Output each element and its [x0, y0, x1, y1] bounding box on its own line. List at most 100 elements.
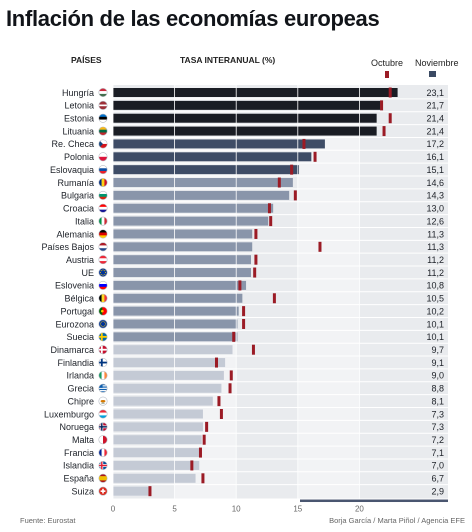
country-label: Suecia — [66, 332, 94, 342]
country-label: Croacia — [63, 204, 94, 214]
value-label: 12,6 — [426, 216, 444, 226]
rate-column-header: TASA INTERANUAL (%) — [180, 55, 276, 65]
country-label: España — [63, 474, 94, 484]
country-label: UE — [81, 268, 94, 278]
value-label: 21,4 — [426, 126, 444, 136]
norway-flag — [98, 422, 108, 432]
october-marker — [201, 473, 205, 484]
country-label: Grecia — [67, 384, 94, 394]
country-label: Austria — [66, 255, 94, 265]
spain-flag — [98, 473, 108, 483]
country-label: Francia — [64, 448, 94, 458]
october-marker — [232, 331, 236, 342]
october-marker — [380, 100, 384, 111]
october-marker — [228, 383, 232, 394]
country-label: Eslovenia — [55, 281, 94, 291]
value-label: 10,1 — [426, 332, 444, 342]
value-label: 23,1 — [426, 88, 444, 98]
ireland-flag — [98, 370, 108, 380]
value-label: 13,0 — [426, 204, 444, 214]
november-bar — [113, 435, 202, 445]
november-bar — [113, 126, 377, 136]
october-marker — [388, 87, 392, 98]
poland-flag — [98, 152, 108, 162]
country-label: Lituania — [62, 126, 94, 136]
country-label: Letonia — [64, 101, 94, 111]
germany-flag — [98, 229, 108, 239]
november-bar — [113, 152, 312, 162]
value-label: 9,1 — [431, 358, 444, 368]
october-marker — [217, 396, 221, 407]
hungary-flag — [98, 88, 108, 98]
iceland-flag — [98, 460, 108, 470]
value-label: 10,1 — [426, 319, 444, 329]
credits-note: Borja García / Marta Piñol / Agencia EFE — [329, 516, 465, 525]
eu-flag — [98, 268, 108, 278]
slovenia-flag — [98, 280, 108, 290]
italy-flag — [98, 216, 108, 226]
november-bar — [113, 345, 233, 355]
october-marker — [253, 267, 257, 278]
country-label: Eslovaquia — [50, 165, 94, 175]
october-marker — [242, 318, 246, 329]
october-marker — [202, 434, 206, 445]
value-label: 16,1 — [426, 152, 444, 162]
value-label: 14,6 — [426, 178, 444, 188]
greece-flag — [98, 383, 108, 393]
october-marker — [254, 228, 258, 239]
country-label: Bélgica — [64, 294, 94, 304]
november-bar — [113, 190, 290, 200]
sweden-flag — [98, 332, 108, 342]
value-label: 21,7 — [426, 101, 444, 111]
november-bar — [113, 486, 149, 496]
value-label: 7,1 — [431, 448, 444, 458]
x-tick-label: 0 — [111, 505, 116, 514]
value-label: 8,1 — [431, 396, 444, 406]
november-bar — [113, 473, 196, 483]
value-label: 15,1 — [426, 165, 444, 175]
october-marker — [205, 421, 209, 432]
country-label: Malta — [72, 435, 94, 445]
october-marker — [293, 190, 297, 201]
austria-flag — [98, 255, 108, 265]
november-bar — [113, 332, 238, 342]
value-label: 6,7 — [431, 474, 444, 484]
october-marker — [267, 203, 271, 214]
value-label: 14,3 — [426, 191, 444, 201]
october-marker — [254, 254, 258, 265]
chart-title: Inflación de las economías europeas — [6, 6, 380, 31]
country-label: Italia — [75, 216, 94, 226]
value-label: 7,3 — [431, 409, 444, 419]
october-marker — [313, 151, 317, 162]
value-label: 11,2 — [427, 255, 444, 265]
country-label: Rumanía — [57, 178, 94, 188]
x-tick-label: 15 — [293, 505, 302, 514]
x-tick-label: 20 — [355, 505, 364, 514]
value-label: 2,9 — [431, 486, 444, 496]
october-marker — [277, 177, 281, 188]
country-label: Finlandia — [57, 358, 94, 368]
country-label: Dinamarca — [50, 345, 94, 355]
netherlands-flag — [98, 242, 108, 252]
november-bar — [113, 358, 226, 368]
country-label: Chipre — [67, 396, 94, 406]
legend-november-label: Noviembre — [415, 58, 459, 68]
country-label: Alemania — [56, 229, 94, 239]
value-label: 17,2 — [426, 139, 444, 149]
slovakia-flag — [98, 165, 108, 175]
country-label: Bulgaria — [61, 191, 94, 201]
october-marker — [302, 138, 306, 149]
portugal-flag — [98, 306, 108, 316]
october-marker — [382, 126, 386, 137]
value-label: 10,8 — [426, 281, 444, 291]
november-bar — [113, 268, 251, 278]
value-label: 10,2 — [426, 306, 444, 316]
october-marker — [198, 447, 202, 458]
november-bar — [113, 113, 377, 123]
switzerland-flag — [98, 486, 108, 496]
october-marker — [388, 113, 392, 124]
latvia-flag — [98, 100, 108, 110]
czech-flag — [98, 139, 108, 149]
october-marker — [290, 164, 294, 175]
